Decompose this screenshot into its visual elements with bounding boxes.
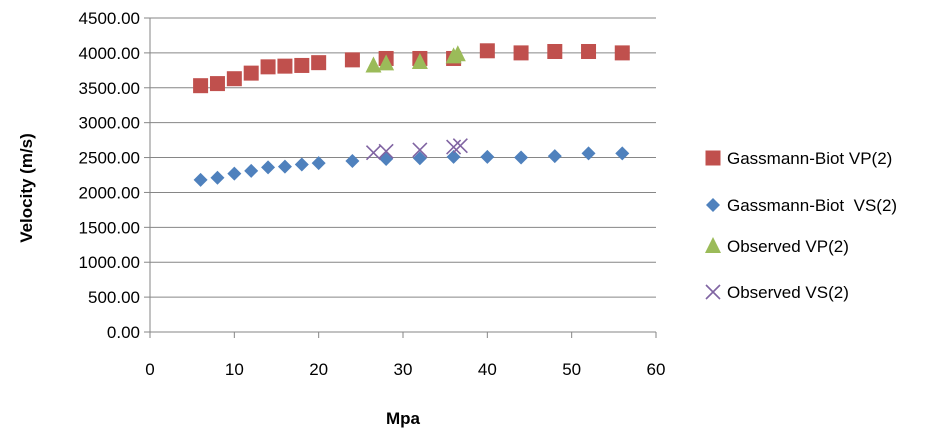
vp-gassmann-point (193, 78, 209, 94)
vp-observed-point (449, 45, 466, 62)
vs-gassmann-point (345, 154, 360, 169)
vp-gassmann-point (209, 76, 225, 92)
vs-gassmann-point (261, 160, 276, 175)
vp-observed-point (378, 54, 395, 71)
x-tick-label: 20 (309, 360, 328, 379)
vs-gassmann-point (615, 146, 630, 161)
vs-gassmann-point (581, 146, 596, 161)
vp-gassmann-point (513, 45, 529, 61)
legend-marker (705, 237, 721, 253)
axis-layer (144, 17, 657, 338)
series-diamond (193, 146, 630, 187)
vp-observed-point (411, 52, 428, 69)
legend-marker (706, 198, 720, 212)
y-tick-labels: 0.00 500.00 1000.00 1500.00 2000.00 2500.00 30… (79, 9, 140, 342)
vp-observed-point (365, 56, 382, 73)
vp-gassmann-point (479, 43, 495, 59)
vs-observed-point (412, 142, 428, 158)
y-tick-label: 4500.00 (79, 9, 140, 28)
x-tick-label: 30 (394, 360, 413, 379)
legend-item: Gassmann-Biot VP(2) (705, 149, 892, 168)
y-tick-label: 500.00 (88, 288, 140, 307)
vs-gassmann-point (277, 159, 292, 174)
vp-gassmann-point (226, 71, 242, 87)
legend-item: Observed VS(2) (705, 283, 849, 302)
y-axis-title: Velocity (m/s) (17, 133, 36, 243)
vs-gassmann-point (227, 166, 242, 181)
vp-gassmann-point (547, 43, 563, 59)
legend-marker (705, 284, 721, 300)
vp-gassmann-point (277, 58, 293, 74)
x-axis-title: Mpa (386, 409, 421, 428)
vs-gassmann-point (210, 170, 225, 185)
vp-gassmann-point (614, 45, 630, 61)
legend-label: Gassmann-Biot VP(2) (727, 149, 892, 168)
legend-label: Observed VP(2) (727, 237, 849, 256)
legend-item: Gassmann-Biot VS(2) (706, 196, 897, 215)
series-square (193, 43, 630, 94)
series-x (365, 138, 468, 161)
vp-gassmann-point (311, 55, 327, 71)
y-tick-label: 3500.00 (79, 79, 140, 98)
y-tick-label: 1000.00 (79, 253, 140, 272)
y-tick-label: 2000.00 (79, 183, 140, 202)
legend-item: Observed VP(2) (705, 237, 849, 256)
x-tick-label: 10 (225, 360, 244, 379)
vp-gassmann-point (294, 57, 310, 73)
vs-gassmann-point (446, 149, 461, 164)
vs-observed-point (452, 138, 468, 154)
vs-gassmann-point (480, 149, 495, 164)
marks-layer (193, 43, 630, 187)
vs-observed-point (365, 145, 382, 161)
x-tick-label: 60 (647, 360, 666, 379)
vp-gassmann-point (344, 52, 360, 68)
vp-gassmann-point (243, 65, 259, 81)
legend: Gassmann-Biot VP(2) Gassmann-Biot VS(2) Ob… (705, 149, 897, 302)
x-tick-label: 50 (562, 360, 581, 379)
vs-observed-point (378, 143, 394, 159)
vp-gassmann-point (581, 43, 597, 59)
legend-label: Gassmann-Biot VS(2) (727, 196, 897, 215)
vs-gassmann-point (379, 151, 394, 166)
x-tick-labels: 0 10 20 30 40 50 60 (145, 360, 665, 379)
vs-gassmann-point (547, 149, 562, 164)
vs-gassmann-point (294, 157, 309, 172)
vs-gassmann-point (412, 151, 427, 166)
vp-gassmann-point (260, 59, 276, 75)
x-tick-label: 40 (478, 360, 497, 379)
vs-gassmann-point (193, 172, 208, 187)
series-triangle (365, 45, 466, 73)
y-tick-label: 2500.00 (79, 149, 140, 168)
legend-marker (705, 150, 721, 166)
y-tick-label: 0.00 (107, 323, 140, 342)
vs-observed-point (446, 139, 462, 155)
y-tick-label: 4000.00 (79, 44, 140, 63)
y-tick-label: 1500.00 (79, 218, 140, 237)
legend-label: Observed VS(2) (727, 283, 849, 302)
vs-gassmann-point (311, 156, 326, 171)
y-tick-label: 3000.00 (79, 114, 140, 133)
vs-gassmann-point (244, 163, 259, 178)
x-tick-label: 0 (145, 360, 154, 379)
grid-layer (150, 17, 656, 298)
vs-gassmann-point (514, 150, 529, 165)
